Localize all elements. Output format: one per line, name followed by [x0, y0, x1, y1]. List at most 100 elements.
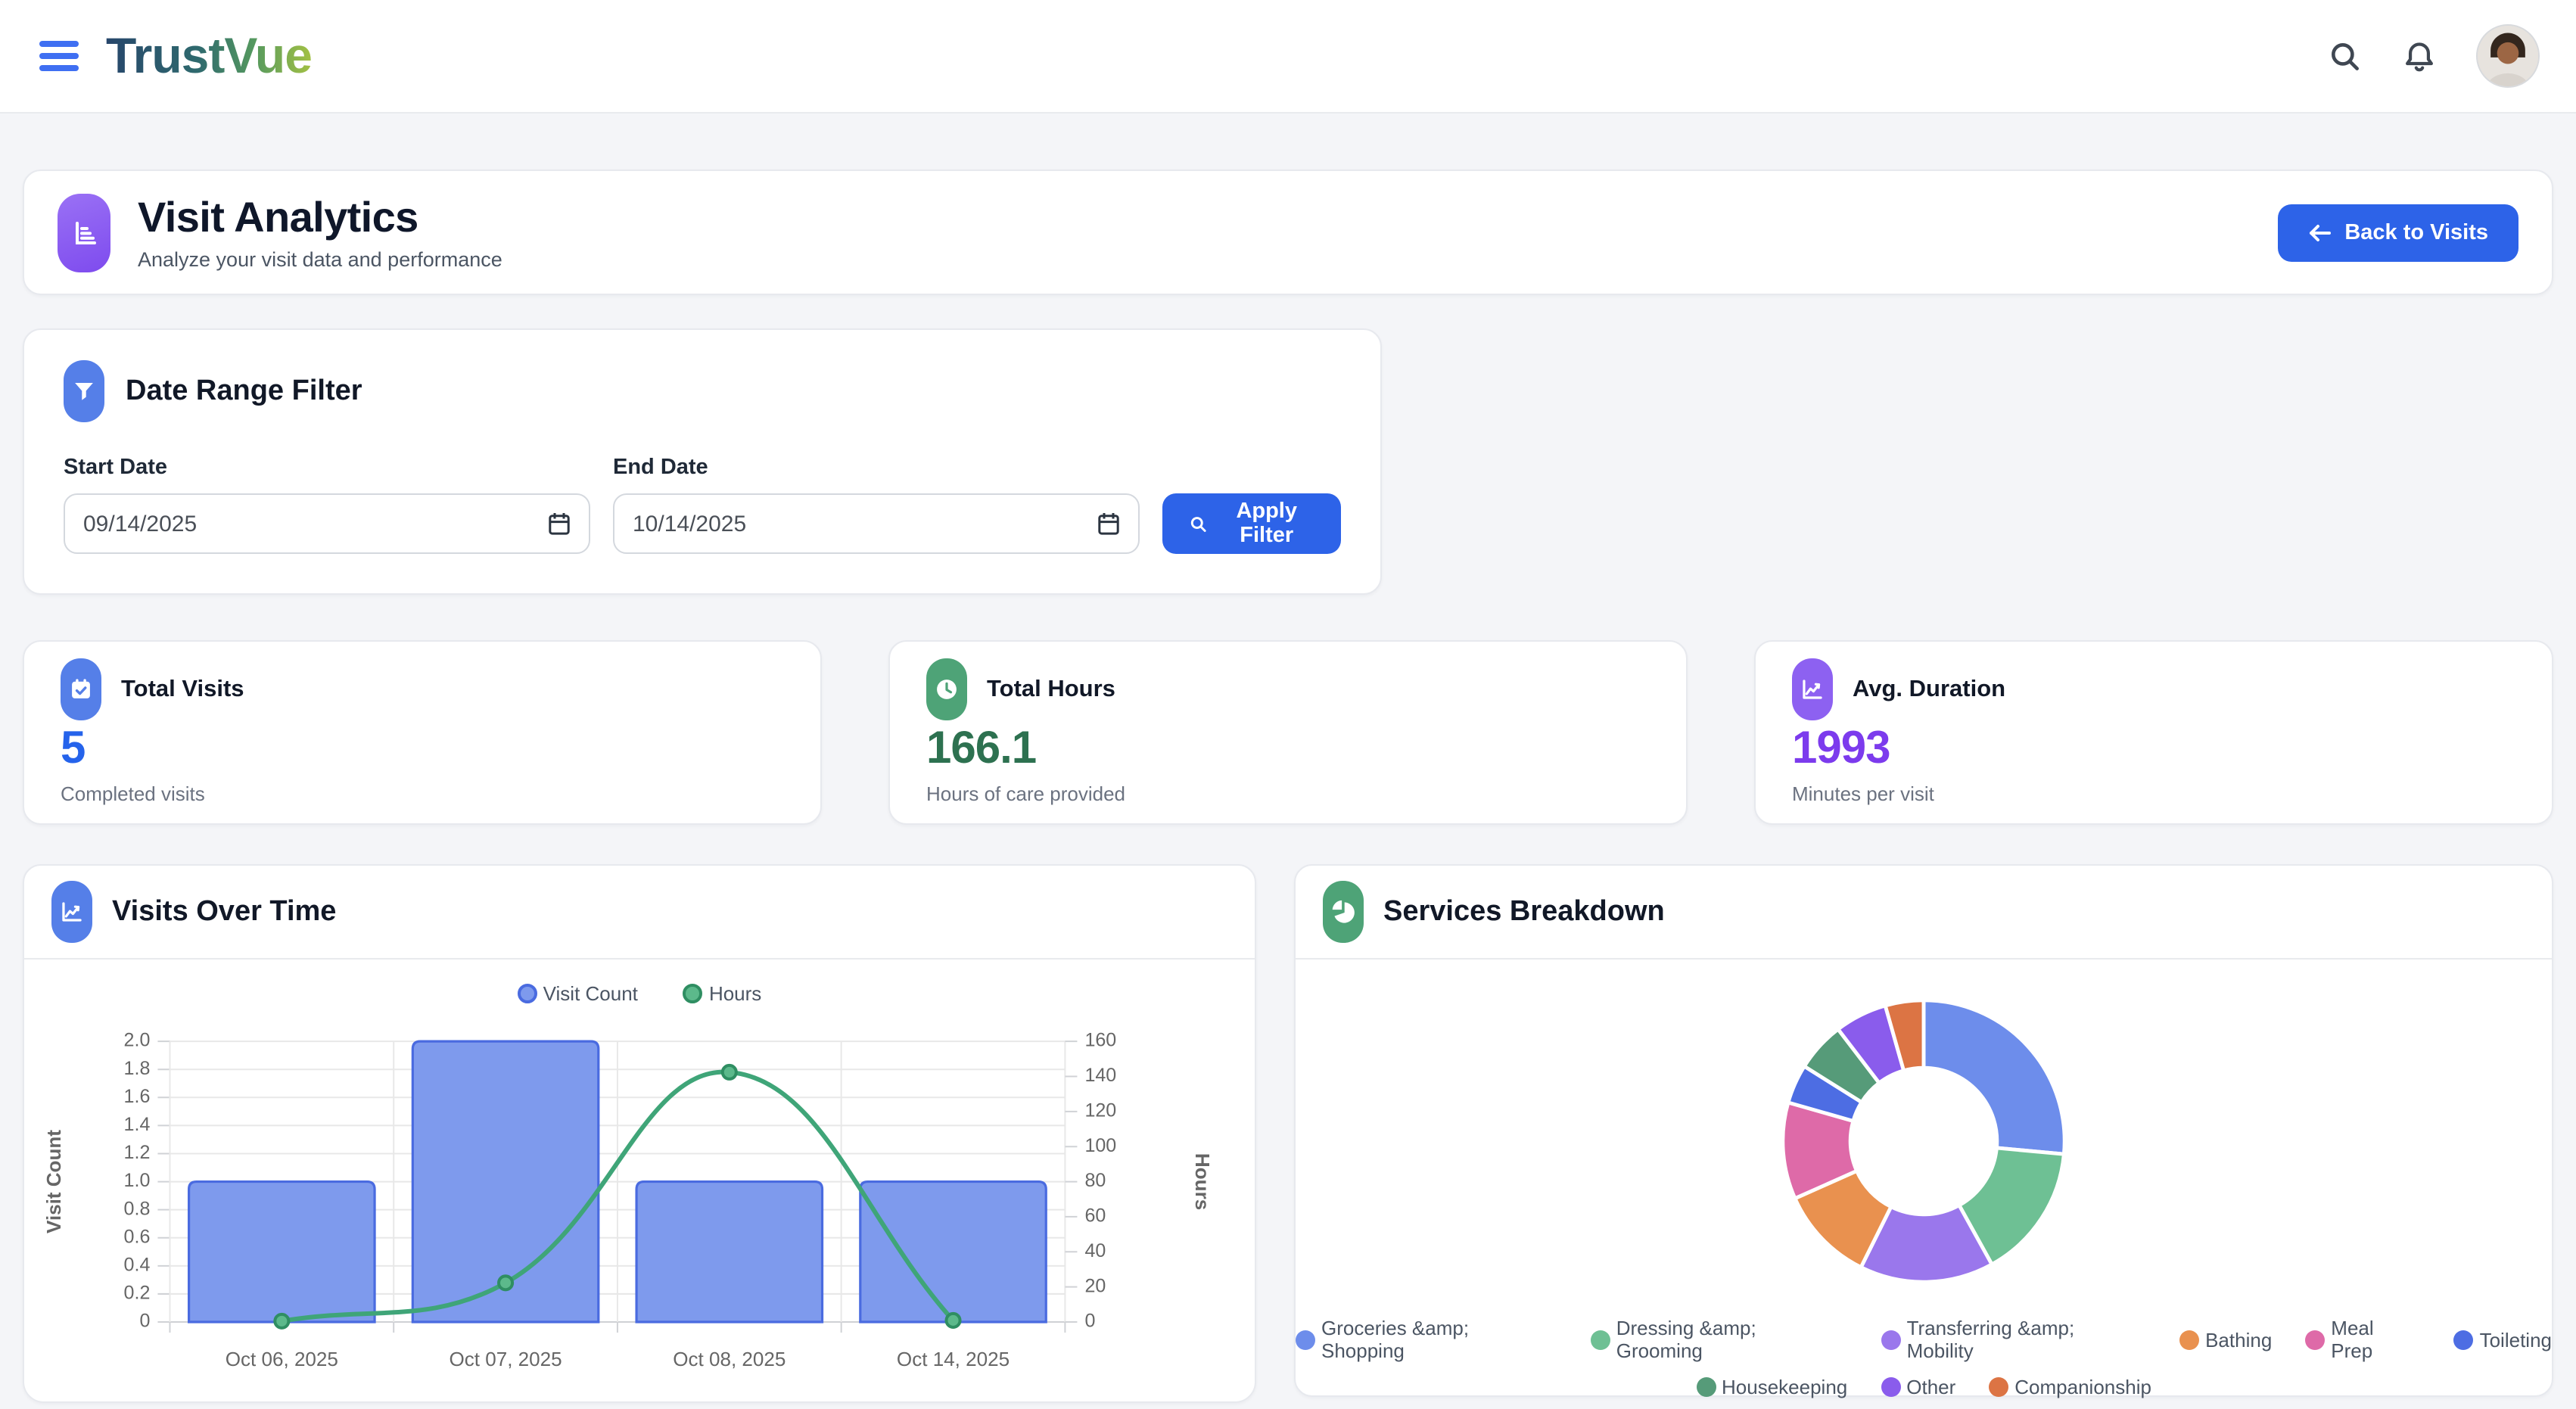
legend-dot: [2453, 1330, 2474, 1349]
svg-text:140: 140: [1084, 1065, 1116, 1086]
svg-text:0.8: 0.8: [124, 1198, 151, 1219]
legend-item[interactable]: Visit Count: [517, 981, 638, 1004]
legend-item[interactable]: Housekeeping: [1696, 1376, 1847, 1398]
end-date-input[interactable]: 10/14/2025: [613, 493, 1140, 554]
svg-text:1.0: 1.0: [124, 1170, 151, 1191]
svg-text:100: 100: [1084, 1135, 1116, 1156]
user-avatar[interactable]: [2476, 24, 2540, 88]
legend-dot: [1881, 1377, 1901, 1397]
page-title: Visit Analytics: [138, 194, 418, 241]
start-date-input[interactable]: 09/14/2025: [64, 493, 590, 554]
services-breakdown-chart: [1781, 998, 2067, 1284]
svg-text:2.0: 2.0: [124, 1030, 151, 1051]
visits-chart-legend: Visit Count Hours: [36, 978, 1243, 1008]
search-icon: [1190, 516, 1206, 531]
trend-line-icon: [51, 881, 92, 943]
filter-title: Date Range Filter: [126, 375, 362, 406]
calendar-check-icon: [61, 658, 101, 720]
search-icon[interactable]: [2328, 39, 2363, 73]
stat-card-avg-duration: Avg. Duration 1993 Minutes per visit: [1754, 640, 2553, 825]
legend-item[interactable]: Toileting: [2453, 1317, 2552, 1362]
trend-line-icon: [1792, 658, 1833, 720]
back-to-visits-button[interactable]: Back to Visits: [2278, 204, 2518, 261]
svg-text:160: 160: [1084, 1030, 1116, 1051]
legend-item[interactable]: Transferring &amp; Mobility: [1881, 1317, 2146, 1362]
svg-text:Oct 07, 2025: Oct 07, 2025: [449, 1348, 562, 1370]
legend-dot: [1989, 1377, 2009, 1397]
clock-icon: [926, 658, 967, 720]
visits-over-time-chart: 0 0.2 0.4 0.6 0.8 1.0 1.2 1.4 1.6 1.8 2.0 0 20 40 60 80…: [42, 1030, 1214, 1370]
stat-value: 1993: [1792, 723, 1891, 773]
svg-text:0.4: 0.4: [124, 1254, 151, 1275]
header-actions: [2328, 24, 2540, 88]
svg-text:0.2: 0.2: [124, 1283, 151, 1304]
stat-label: Total Hours: [987, 676, 1115, 701]
svg-text:Visit Count: Visit Count: [42, 1130, 65, 1233]
stat-card-total-visits: Total Visits 5 Completed visits: [23, 640, 822, 825]
svg-text:Hours: Hours: [1191, 1153, 1214, 1210]
page-header-card: Visit Analytics Analyze your visit data …: [23, 170, 2553, 295]
stats-row: Total Visits 5 Completed visits Total Ho…: [23, 640, 2553, 825]
main-content: Visit Analytics Analyze your visit data …: [0, 170, 2576, 1403]
legend-item[interactable]: Other: [1881, 1376, 1955, 1398]
visits-chart-title: Visits Over Time: [112, 895, 337, 927]
calendar-icon[interactable]: [548, 512, 571, 536]
brand-logo: TrustVue: [106, 27, 313, 83]
stat-label: Total Visits: [121, 676, 244, 701]
date-range-filter-card: Date Range Filter Start Date 09/14/2025 …: [23, 328, 1382, 595]
stat-value: 5: [61, 723, 86, 773]
svg-text:Oct 14, 2025: Oct 14, 2025: [897, 1348, 1010, 1370]
bell-icon[interactable]: [2402, 39, 2437, 73]
svg-text:60: 60: [1084, 1205, 1106, 1227]
svg-text:1.2: 1.2: [124, 1142, 151, 1163]
legend-dot: [1296, 1330, 1315, 1349]
start-date-label: Start Date: [64, 456, 167, 480]
svg-text:80: 80: [1084, 1170, 1106, 1191]
svg-text:0.6: 0.6: [124, 1226, 151, 1247]
app-header: TrustVue: [0, 0, 2576, 114]
svg-text:20: 20: [1084, 1275, 1106, 1296]
services-chart-legend: Groceries &amp; Shopping Dressing &amp; G…: [1296, 1317, 2552, 1398]
svg-text:Oct 06, 2025: Oct 06, 2025: [226, 1348, 338, 1370]
services-breakdown-card: Services Breakdown Groceries &amp; Shopp…: [1294, 864, 2553, 1398]
legend-item[interactable]: Meal Prep: [2305, 1317, 2420, 1362]
legend-item[interactable]: Companionship: [1989, 1376, 2151, 1398]
legend-dot: [2305, 1330, 2326, 1349]
page-title-block: Visit Analytics Analyze your visit data …: [138, 194, 502, 271]
calendar-icon[interactable]: [1097, 512, 1120, 536]
stat-caption: Hours of care provided: [926, 782, 1126, 805]
legend-dot: [1590, 1330, 1610, 1349]
stat-label: Avg. Duration: [1853, 676, 2006, 701]
legend-item[interactable]: Groceries &amp; Shopping: [1296, 1317, 1557, 1362]
arrow-left-icon: [2310, 224, 2332, 241]
legend-dot: [683, 983, 703, 1003]
legend-dot: [2179, 1330, 2200, 1349]
svg-text:120: 120: [1084, 1100, 1116, 1121]
legend-dot: [517, 983, 537, 1003]
svg-text:0: 0: [139, 1311, 150, 1332]
legend-item[interactable]: Dressing &amp; Grooming: [1590, 1317, 1848, 1362]
legend-dot: [1881, 1330, 1901, 1349]
bar-chart-icon: [58, 193, 110, 272]
legend-dot: [1696, 1377, 1716, 1397]
svg-text:0: 0: [1084, 1311, 1095, 1332]
end-date-label: End Date: [613, 456, 708, 480]
stat-value: 166.1: [926, 723, 1037, 773]
stat-caption: Completed visits: [61, 782, 205, 805]
page-subtitle: Analyze your visit data and performance: [138, 248, 502, 271]
svg-text:1.6: 1.6: [124, 1086, 151, 1107]
services-chart-title: Services Breakdown: [1383, 895, 1665, 927]
legend-item[interactable]: Bathing: [2179, 1317, 2272, 1362]
visits-over-time-card: Visits Over Time Visit Count Hours 0 0.2 0.…: [23, 864, 1256, 1403]
svg-text:1.4: 1.4: [124, 1114, 151, 1135]
svg-text:Oct 08, 2025: Oct 08, 2025: [673, 1348, 786, 1370]
pie-chart-icon: [1323, 881, 1364, 943]
legend-item[interactable]: Hours: [683, 981, 761, 1004]
apply-filter-button[interactable]: Apply Filter: [1162, 493, 1341, 554]
svg-text:1.8: 1.8: [124, 1058, 151, 1079]
stat-card-total-hours: Total Hours 166.1 Hours of care provided: [888, 640, 1688, 825]
charts-row: Visits Over Time Visit Count Hours 0 0.2 0.…: [23, 864, 2553, 1403]
menu-icon[interactable]: [36, 36, 82, 76]
svg-text:40: 40: [1084, 1240, 1106, 1261]
